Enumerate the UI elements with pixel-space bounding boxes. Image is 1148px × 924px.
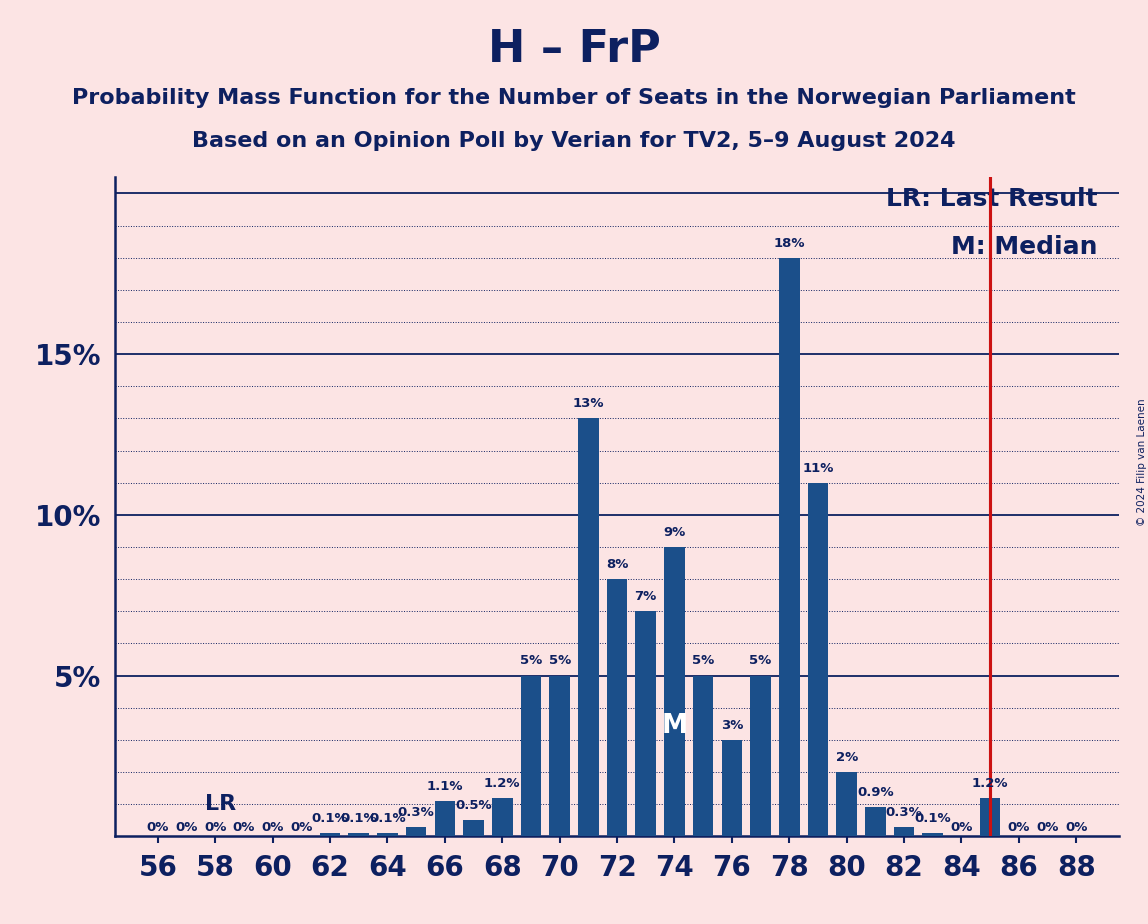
Bar — [778, 258, 799, 836]
Text: 18%: 18% — [774, 237, 805, 249]
Text: Based on an Opinion Poll by Verian for TV2, 5–9 August 2024: Based on an Opinion Poll by Verian for T… — [192, 131, 956, 152]
Text: 7%: 7% — [635, 590, 657, 603]
Bar — [405, 827, 426, 836]
Bar — [836, 772, 856, 836]
Text: 0%: 0% — [147, 821, 169, 833]
Text: 0.5%: 0.5% — [456, 799, 491, 812]
Text: H – FrP: H – FrP — [488, 28, 660, 71]
Text: 0.1%: 0.1% — [915, 812, 951, 825]
Bar — [750, 675, 770, 836]
Text: 0.1%: 0.1% — [370, 812, 405, 825]
Text: 5%: 5% — [750, 654, 771, 667]
Bar — [693, 675, 713, 836]
Bar — [922, 833, 943, 836]
Bar — [520, 675, 541, 836]
Text: 0.1%: 0.1% — [341, 812, 377, 825]
Bar — [635, 612, 656, 836]
Text: 0%: 0% — [1065, 821, 1087, 833]
Bar — [491, 797, 512, 836]
Text: 0.3%: 0.3% — [397, 806, 435, 819]
Bar — [549, 675, 569, 836]
Bar — [348, 833, 369, 836]
Text: 0%: 0% — [951, 821, 972, 833]
Bar — [864, 808, 885, 836]
Text: 1.1%: 1.1% — [427, 780, 463, 793]
Bar — [463, 821, 483, 836]
Text: © 2024 Filip van Laenen: © 2024 Filip van Laenen — [1137, 398, 1147, 526]
Bar — [606, 579, 627, 836]
Text: 8%: 8% — [606, 558, 628, 571]
Bar — [664, 547, 684, 836]
Bar — [807, 482, 828, 836]
Text: LR: Last Result: LR: Last Result — [885, 188, 1097, 212]
Text: 0%: 0% — [262, 821, 284, 833]
Text: Probability Mass Function for the Number of Seats in the Norwegian Parliament: Probability Mass Function for the Number… — [72, 88, 1076, 108]
Bar — [721, 740, 742, 836]
Text: 13%: 13% — [573, 397, 604, 410]
Text: 1.2%: 1.2% — [484, 776, 520, 790]
Bar — [980, 797, 1000, 836]
Text: 2%: 2% — [836, 751, 858, 764]
Bar — [577, 419, 598, 836]
Text: 11%: 11% — [802, 462, 833, 475]
Text: 0%: 0% — [233, 821, 255, 833]
Text: 0.1%: 0.1% — [312, 812, 348, 825]
Bar — [893, 827, 914, 836]
Text: 0%: 0% — [290, 821, 312, 833]
Bar — [434, 801, 455, 836]
Text: LR: LR — [205, 794, 236, 814]
Text: 0%: 0% — [176, 821, 197, 833]
Text: 0%: 0% — [204, 821, 226, 833]
Text: 3%: 3% — [721, 719, 743, 732]
Text: 0%: 0% — [1037, 821, 1058, 833]
Text: 9%: 9% — [664, 526, 685, 539]
Text: 5%: 5% — [549, 654, 571, 667]
Text: 0.3%: 0.3% — [885, 806, 923, 819]
Text: 0%: 0% — [1008, 821, 1030, 833]
Text: M: M — [661, 713, 688, 739]
Text: 5%: 5% — [520, 654, 542, 667]
Bar — [319, 833, 340, 836]
Text: 0.9%: 0.9% — [858, 786, 893, 799]
Text: M: Median: M: Median — [951, 236, 1097, 260]
Text: 1.2%: 1.2% — [972, 776, 1008, 790]
Bar — [377, 833, 397, 836]
Text: 5%: 5% — [692, 654, 714, 667]
